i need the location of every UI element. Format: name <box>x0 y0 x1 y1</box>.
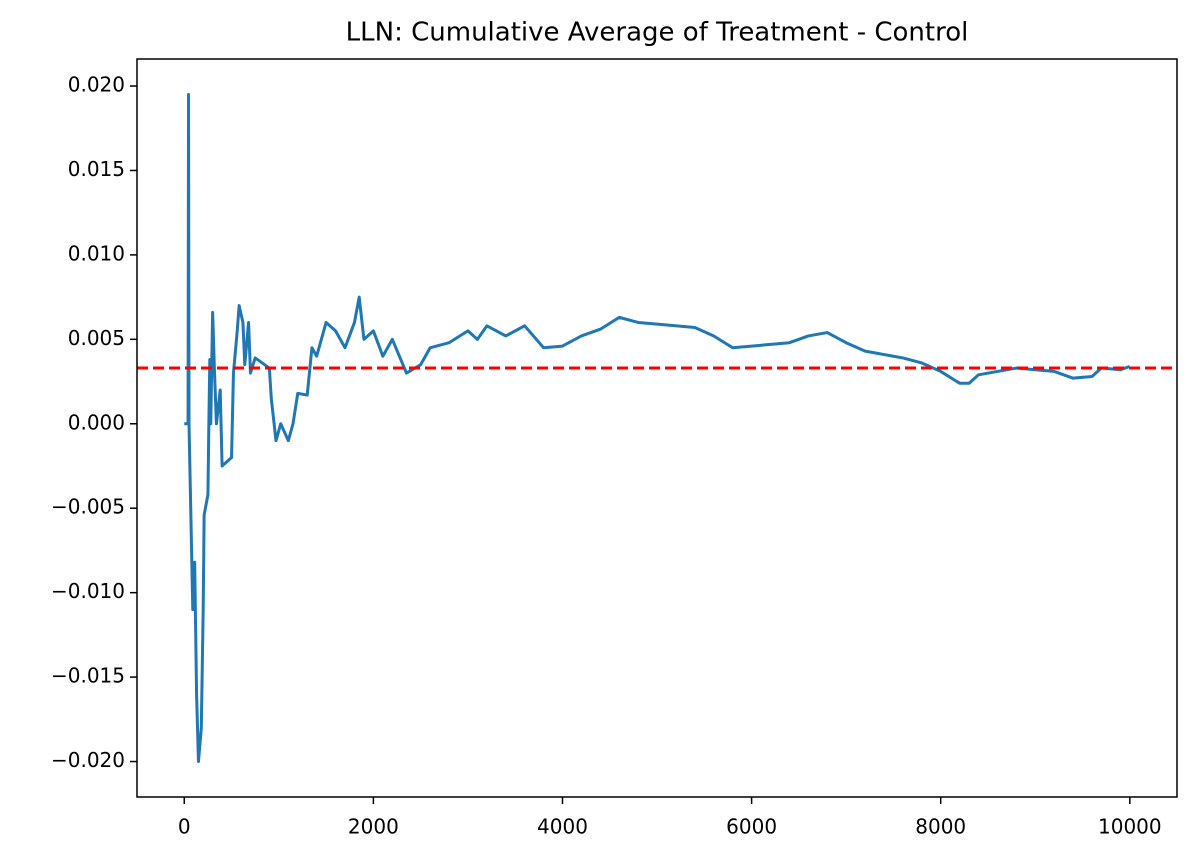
x-tick-label: 2000 <box>348 815 399 839</box>
y-tick-label: 0.020 <box>68 73 125 97</box>
chart-title: LLN: Cumulative Average of Treatment - C… <box>346 18 969 48</box>
plot-frame <box>136 58 1178 798</box>
y-tick-label: 0.010 <box>68 241 125 265</box>
x-tick-label: 8000 <box>915 815 966 839</box>
y-tick-label: −0.010 <box>51 579 125 603</box>
y-tick-label: −0.020 <box>51 748 125 772</box>
x-tick-label: 0 <box>178 815 191 839</box>
x-tick-label: 6000 <box>726 815 777 839</box>
y-tick-label: 0.000 <box>68 410 125 434</box>
y-tick-label: −0.005 <box>51 495 125 519</box>
data-line <box>184 92 1131 764</box>
x-tick-label: 4000 <box>537 815 588 839</box>
y-tick-label: 0.005 <box>68 326 125 350</box>
x-tick-label: 10000 <box>1098 815 1162 839</box>
y-tick-label: 0.015 <box>68 157 125 181</box>
y-tick-label: −0.015 <box>51 664 125 688</box>
